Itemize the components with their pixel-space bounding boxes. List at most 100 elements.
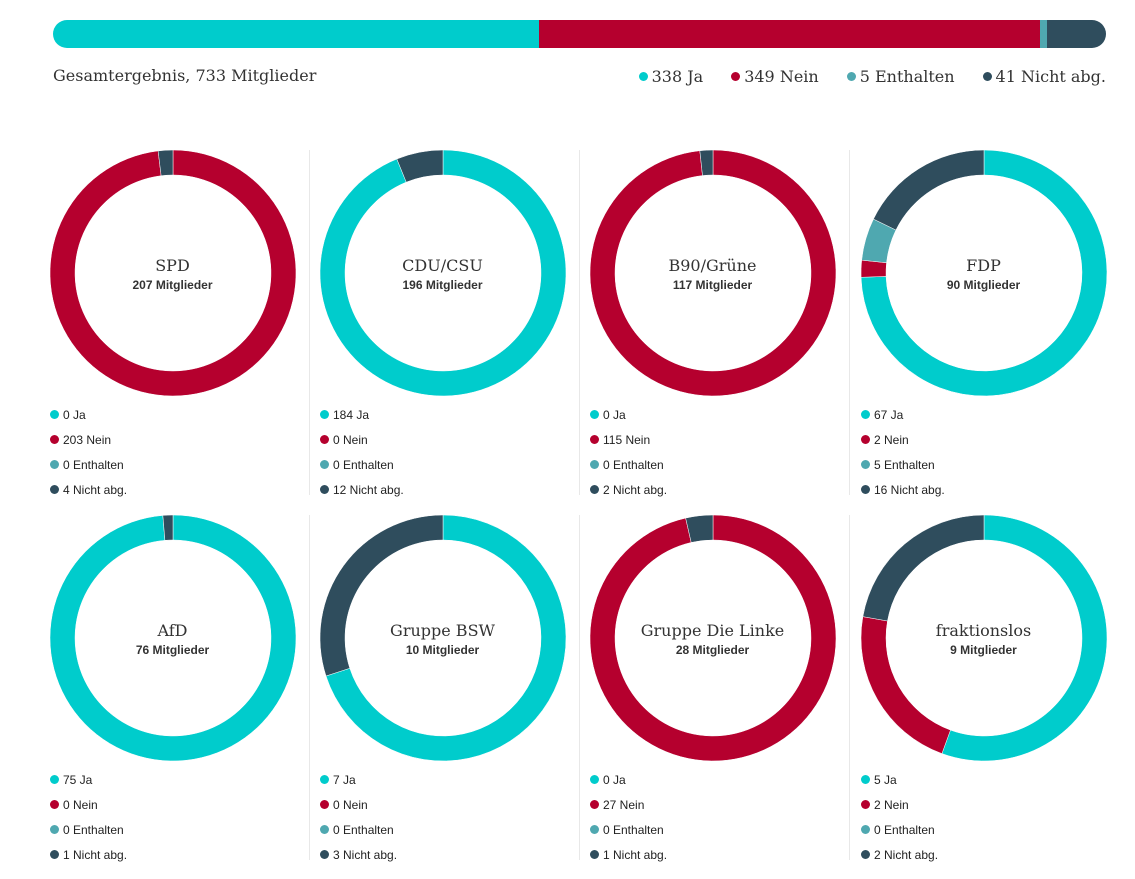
party-legend-item-nicht: 16 Nicht abg. [861, 477, 945, 502]
party-members: 28 Mitglieder [675, 643, 750, 657]
legend-dot-icon [861, 825, 870, 834]
party-legend-item-nein: 2 Nein [861, 792, 938, 817]
donut-slice-ja [325, 515, 566, 761]
party-legend-item-nicht: 2 Nicht abg. [861, 842, 938, 867]
party-legend-item-enthalten: 0 Enthalten [861, 817, 938, 842]
party-donut-chart [320, 150, 566, 396]
donut-slice-nicht [320, 515, 444, 677]
total-result-bar [53, 20, 1106, 48]
party-legend-label: 0 Nein [333, 797, 368, 812]
legend-dot-icon [590, 775, 599, 784]
legend-dot-icon [320, 825, 329, 834]
party-donut-chart [861, 515, 1107, 761]
party-legend-item-nicht: 1 Nicht abg. [50, 842, 127, 867]
party-card: fraktionslos 9 Mitglieder 5 Ja 2 Nein 0 Enth… [811, 515, 1107, 870]
legend-dot-icon [320, 435, 329, 444]
party-legend-label: 2 Nein [874, 797, 909, 812]
party-legend-item-enthalten: 0 Enthalten [320, 817, 397, 842]
party-legend-label: 0 Enthalten [63, 457, 124, 472]
total-legend-label: 41 Nicht abg. [995, 67, 1106, 86]
party-legend-item-ja: 75 Ja [50, 767, 127, 792]
legend-dot-icon [590, 460, 599, 469]
party-legend: 67 Ja 2 Nein 5 Enthalten 16 Nicht abg. [861, 402, 945, 502]
legend-dot-icon [846, 72, 856, 81]
party-legend-item-enthalten: 0 Enthalten [320, 452, 404, 477]
total-bar-segment-ja [53, 20, 539, 48]
party-legend-label: 0 Enthalten [603, 457, 664, 472]
donut-slice-nicht [157, 150, 174, 176]
legend-dot-icon [590, 825, 599, 834]
party-name: B90/Grüne [668, 256, 757, 275]
party-donut-chart [590, 150, 836, 396]
party-legend-label: 1 Nicht abg. [63, 847, 128, 862]
legend-dot-icon [861, 775, 870, 784]
total-legend: 338 Ja 349 Nein 5 Enthalten 41 Nicht abg. [611, 67, 1106, 86]
column-divider [579, 515, 580, 860]
party-legend-label: 0 Enthalten [333, 457, 394, 472]
legend-dot-icon [638, 72, 648, 81]
party-legend-label: 2 Nicht abg. [603, 482, 668, 497]
total-legend-label: 349 Nein [744, 67, 819, 86]
legend-dot-icon [320, 775, 329, 784]
party-donut-chart [590, 515, 836, 761]
legend-dot-icon [50, 460, 59, 469]
party-card: Gruppe BSW 10 Mitglieder 7 Ja 0 Nein 0 Entha… [270, 515, 566, 870]
legend-dot-icon [320, 850, 329, 859]
legend-dot-icon [50, 485, 59, 494]
donut-slice-nicht [873, 150, 985, 231]
party-legend-label: 3 Nicht abg. [333, 847, 398, 862]
donut-slice-nicht [396, 150, 444, 183]
total-legend-item-enthalten: 5 Enthalten [846, 67, 955, 86]
party-legend-item-ja: 0 Ja [590, 767, 667, 792]
party-legend-label: 0 Ja [603, 772, 626, 787]
party-legend-item-nicht: 1 Nicht abg. [590, 842, 667, 867]
legend-dot-icon [320, 485, 329, 494]
party-legend-label: 0 Enthalten [874, 822, 935, 837]
legend-dot-icon [590, 850, 599, 859]
total-legend-label: 338 Ja [651, 67, 704, 86]
party-legend: 184 Ja 0 Nein 0 Enthalten 12 Nicht abg. [320, 402, 404, 502]
party-legend-item-enthalten: 0 Enthalten [50, 452, 127, 477]
party-donut-chart [50, 515, 296, 761]
legend-dot-icon [731, 72, 741, 81]
party-legend-label: 0 Enthalten [603, 822, 664, 837]
column-divider [309, 515, 310, 860]
legend-dot-icon [590, 800, 599, 809]
party-legend-item-nicht: 3 Nicht abg. [320, 842, 397, 867]
legend-dot-icon [50, 800, 59, 809]
party-legend-label: 16 Nicht abg. [874, 482, 945, 497]
party-legend: 0 Ja 203 Nein 0 Enthalten 4 Nicht abg. [50, 402, 127, 502]
party-members: 10 Mitglieder [405, 643, 480, 657]
party-legend-item-ja: 5 Ja [861, 767, 938, 792]
party-legend-item-enthalten: 5 Enthalten [861, 452, 945, 477]
party-name: SPD [155, 256, 190, 275]
donut-slice-ja [861, 150, 1107, 396]
party-legend-item-ja: 67 Ja [861, 402, 945, 427]
party-card: FDP 90 Mitglieder 67 Ja 2 Nein 5 Enthalten 16… [811, 150, 1107, 505]
total-legend-label: 5 Enthalten [859, 67, 955, 86]
party-legend-label: 75 Ja [63, 772, 93, 787]
party-card: AfD 76 Mitglieder 75 Ja 0 Nein 0 Enthalten 1 … [0, 515, 296, 870]
party-legend-item-nein: 27 Nein [590, 792, 667, 817]
party-legend-item-nein: 115 Nein [590, 427, 667, 452]
party-legend-label: 2 Nicht abg. [874, 847, 939, 862]
party-legend-item-nein: 0 Nein [50, 792, 127, 817]
total-legend-item-nein: 349 Nein [731, 67, 819, 86]
legend-dot-icon [590, 485, 599, 494]
party-card: B90/Grüne 117 Mitglieder 0 Ja 115 Nein 0 Ent… [540, 150, 836, 505]
party-legend-label: 0 Ja [63, 407, 86, 422]
party-legend-item-ja: 0 Ja [590, 402, 667, 427]
party-legend-item-nicht: 2 Nicht abg. [590, 477, 667, 502]
party-legend: 5 Ja 2 Nein 0 Enthalten 2 Nicht abg. [861, 767, 938, 867]
legend-dot-icon [50, 435, 59, 444]
party-legend-item-nein: 2 Nein [861, 427, 945, 452]
legend-dot-icon [861, 435, 870, 444]
party-legend: 0 Ja 27 Nein 0 Enthalten 1 Nicht abg. [590, 767, 667, 867]
column-divider [849, 150, 850, 495]
party-legend-label: 4 Nicht abg. [63, 482, 128, 497]
party-legend-label: 67 Ja [874, 407, 904, 422]
party-card: SPD 207 Mitglieder 0 Ja 203 Nein 0 Enthalten… [0, 150, 296, 505]
legend-dot-icon [50, 775, 59, 784]
legend-dot-icon [320, 460, 329, 469]
legend-dot-icon [590, 435, 599, 444]
